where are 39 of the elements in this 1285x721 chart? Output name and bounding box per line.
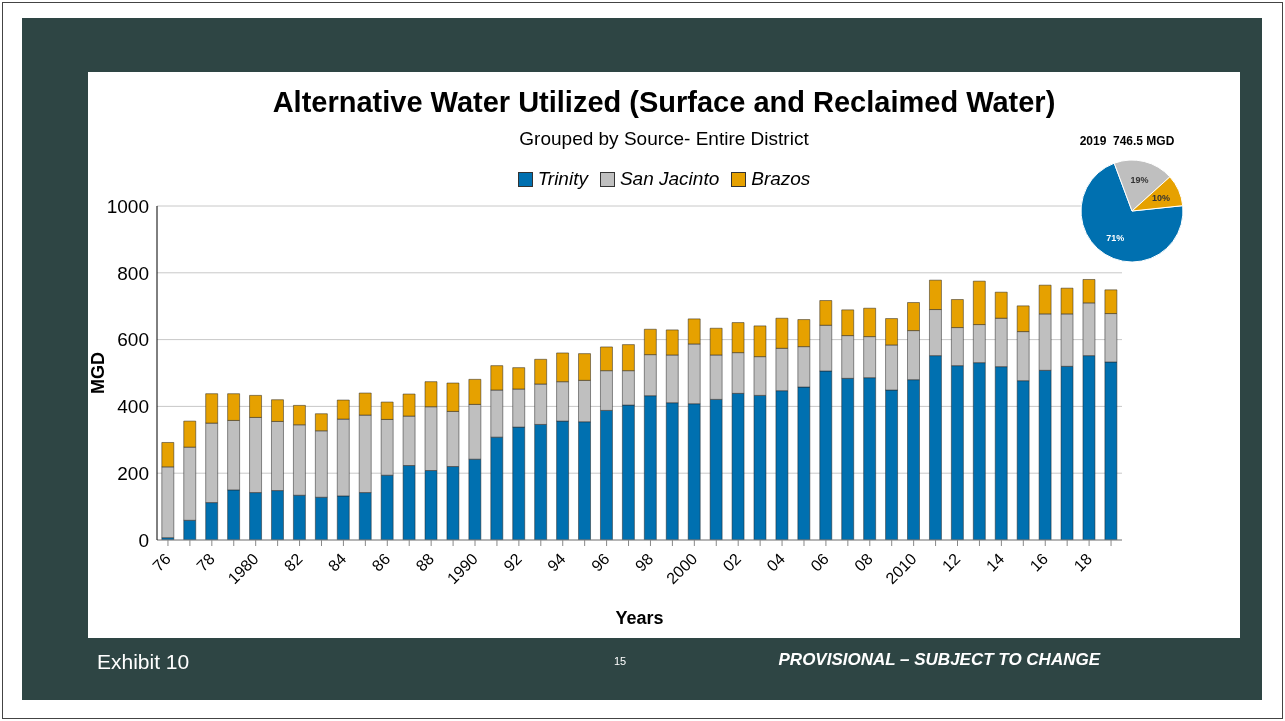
x-tick-label: 98 bbox=[631, 549, 657, 575]
x-tick-label: 88 bbox=[412, 549, 438, 575]
x-tick-label: 18 bbox=[1070, 549, 1096, 575]
legend-label: Trinity bbox=[536, 168, 588, 190]
text: 15 bbox=[612, 655, 628, 667]
x-tick-label: 16 bbox=[1026, 549, 1052, 575]
x-tick-label: 84 bbox=[324, 549, 350, 575]
legend-label: San Jacinto bbox=[618, 168, 720, 190]
x-tick-label: 86 bbox=[368, 549, 394, 575]
x-tick-label: 14 bbox=[982, 549, 1008, 575]
x-tick-label: 12 bbox=[938, 549, 964, 575]
text: PROVISIONAL – SUBJECT TO CHANGE bbox=[777, 650, 1100, 670]
data-label: 10% bbox=[1151, 193, 1170, 204]
text: Exhibit 10 bbox=[97, 650, 190, 674]
x-tick-label: 92 bbox=[500, 549, 525, 575]
chart-title: 2019 746.5 MGD bbox=[1078, 134, 1176, 148]
chart-subtitle: Grouped by Source- Entire District bbox=[519, 128, 809, 149]
x-tick-label: 06 bbox=[807, 549, 832, 575]
x-axis-title: Years bbox=[615, 608, 664, 628]
x-tick-label: 02 bbox=[719, 549, 745, 575]
y-tick-label: 1000 bbox=[106, 195, 149, 217]
x-tick-label: 78 bbox=[193, 549, 218, 575]
pie-slice bbox=[1080, 162, 1184, 262]
data-label: 71% bbox=[1106, 232, 1125, 243]
x-tick-label: 04 bbox=[763, 549, 789, 575]
x-tick-label: 08 bbox=[851, 549, 876, 575]
data-label: 19% bbox=[1130, 175, 1149, 186]
chart-title: Alternative Water Utilized (Surface and Reclaimed Water) bbox=[271, 86, 1057, 119]
y-tick-label: 0 bbox=[138, 529, 149, 551]
y-tick-label: 400 bbox=[117, 396, 149, 418]
x-tick-label: 82 bbox=[280, 549, 306, 575]
x-tick-label: 96 bbox=[588, 549, 613, 575]
y-tick-label: 800 bbox=[117, 262, 149, 284]
y-tick-label: 600 bbox=[117, 329, 149, 351]
y-axis-title: MGD bbox=[88, 352, 109, 394]
x-tick-label: 94 bbox=[544, 549, 569, 575]
y-tick-label: 200 bbox=[117, 462, 149, 484]
legend-label: Brazos bbox=[750, 168, 811, 190]
x-tick-label: 76 bbox=[149, 549, 175, 575]
